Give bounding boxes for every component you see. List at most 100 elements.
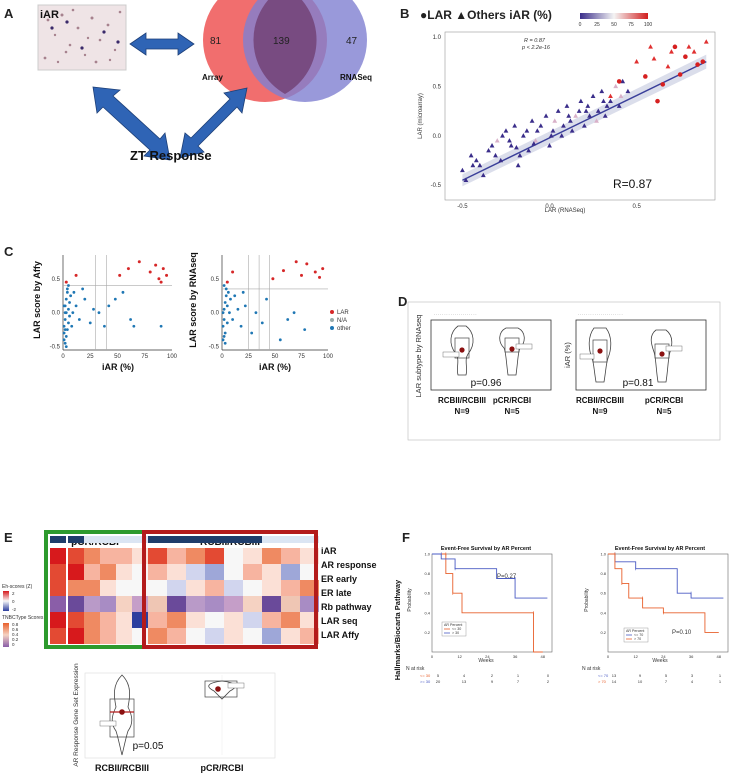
c-right-ytick: 0.5 [211,277,220,283]
b-point-others [480,172,486,178]
e-z-tick-2: -2 [12,607,16,612]
c-left-point-other [67,321,70,325]
c-left-point-other [88,321,92,325]
f-right-ytick: 1.0 [600,552,606,557]
e-heat-cell [116,628,132,644]
f-left-risk-cell: 5 [437,673,440,678]
e-heat-cell [148,548,167,564]
c-legend-na-dot [330,318,334,322]
f-left-ytick: 1.0 [424,552,430,557]
f-right-curve [608,553,719,633]
e-mean-2 [215,686,221,692]
b-point-others [500,133,505,138]
d-left-p: p=0.96 [471,378,502,389]
b-colorbar-tick: 100 [644,22,653,28]
f-right-legend-2: > 70 [634,637,641,641]
b-xlabel: LAR (RNASeq) [545,208,586,214]
right-double-arrow-icon [179,87,248,159]
f-left-nrisk: N at risk [406,666,425,672]
e-heat-cell [167,628,186,644]
panel-label-b: B [400,6,410,21]
c-left-point-other [129,318,132,321]
c-left-ytick: -0.5 [50,345,61,351]
b-point-others [552,118,558,123]
b-point-others [573,113,579,118]
f-right-ytick: 0.2 [600,630,606,635]
e-heat-cell [68,612,84,628]
b-stats-r: R = 0.87 [524,38,546,44]
b-point-lar [703,39,709,44]
c-left-point-other [68,314,71,318]
e-heat-cell [148,580,167,596]
c-left-point-other [74,304,78,308]
b-point-lar [683,54,688,60]
c-left-point-other [83,297,87,301]
c-right-ytick: -0.5 [209,345,220,351]
b-point-others [576,108,582,113]
b-point-others [514,145,519,150]
f-left-xtick: 12 [457,654,462,659]
c-right-point-lar [294,260,298,264]
e-heat-cell [281,564,300,580]
d-right-violin-1 [588,327,612,383]
e-heat-cell [84,580,100,596]
e-heat-cell [50,580,66,596]
b-colorbar-tick: 50 [611,22,617,28]
c-right-xtick: 25 [245,354,252,360]
c-left-point-other [64,297,68,301]
f-right-risk-cell: 1 [719,679,722,684]
c-right-point-lar [321,267,325,271]
d-right-group2-n: N=5 [657,407,672,416]
b-point-lar [691,49,697,54]
e-heat-cell [84,612,100,628]
e-type-tick: 0.8 [12,622,19,627]
e-iar-cell [300,536,319,543]
double-arrow-icon [129,32,195,56]
zt-response-label: ZT Response [130,148,212,163]
b-point-others [493,152,498,158]
e-heat-cell [50,596,66,612]
b-legend-lar: LAR [427,8,452,22]
e-heat-cell [262,596,281,612]
e-iar-cell [243,536,262,543]
b-point-others [613,83,619,89]
b-point-others [470,162,476,168]
e-z-colorbar [3,591,9,611]
b-point-others [460,167,465,173]
c-right-xlabel: iAR (%) [259,362,291,372]
e-heat-cell [186,612,205,628]
e-heat-cell [50,564,66,580]
b-point-others [503,128,509,133]
b-point-others [526,147,532,153]
c-left-point-other [64,311,68,315]
c-legend-lar-dot [330,310,334,314]
f-left-ylabel: Probability [407,588,413,612]
e-heat-cell [243,612,262,628]
c-right-xtick: 50 [272,354,279,360]
c-left-point-lar [137,260,141,264]
e-heat-cell [262,580,281,596]
b-xtick: 0.0 [545,204,554,210]
iar-label: iAR [40,9,59,21]
f-left-risk-cell: >= 30 [420,679,431,684]
b-point-others [608,98,613,103]
b-colorbar-tick: 0 [579,22,582,28]
c-right-point-other [243,304,247,308]
b-point-others [508,143,514,148]
e-type-tick: 0 [12,642,15,647]
b-point-others [543,113,549,118]
e-side-label: Hallmarks/Biocarta Pathway [393,579,402,680]
e-row-label: LAR seq [321,616,358,626]
e-heat-cell [205,564,224,580]
c-left-point-other [113,297,117,301]
f-right-risk-cell: 4 [691,679,694,684]
b-legend-iar: iAR (%) [509,8,552,22]
e-row-label: iAR [321,546,337,556]
b-point-others [534,128,540,133]
c-right-point-lar [313,270,317,274]
c-left-point-other [63,341,67,345]
e-type-tick: 0.2 [12,637,19,642]
b-point-others [585,103,591,108]
b-point-others [569,128,575,133]
c-right-point-other [222,284,226,287]
